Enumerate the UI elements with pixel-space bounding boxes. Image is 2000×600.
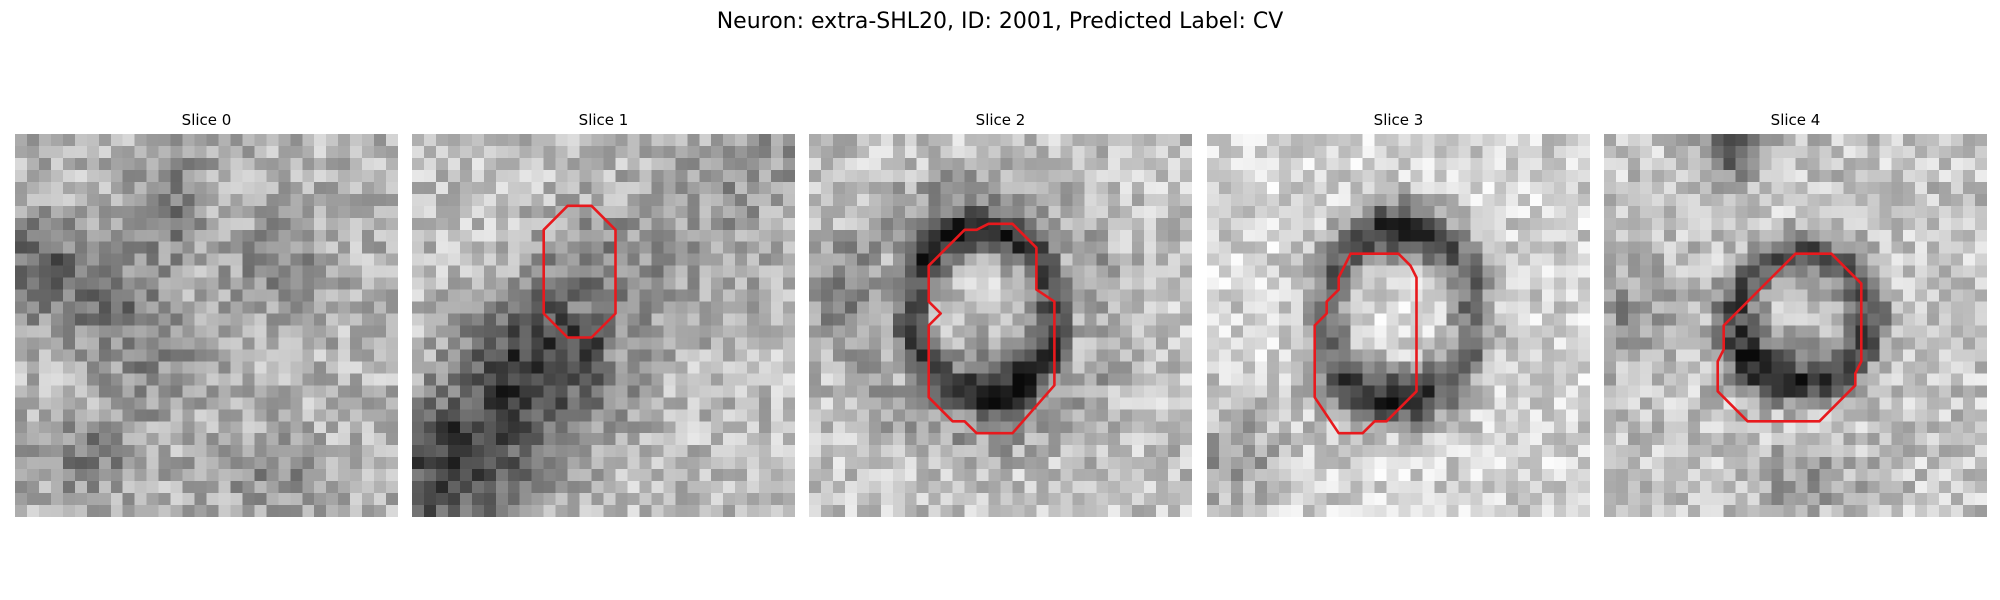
segmentation-contour — [927, 222, 1056, 435]
slice-title: Slice 1 — [578, 111, 629, 129]
segmentation-contour — [1716, 252, 1863, 423]
figure-title: Neuron: extra-SHL20, ID: 2001, Predicted… — [716, 9, 1284, 34]
slice-title: Slice 0 — [181, 111, 232, 129]
segmentation-contour — [542, 204, 617, 339]
slice-image — [15, 134, 398, 517]
slice-image — [412, 134, 795, 517]
slice-image — [1604, 134, 1987, 517]
slice-title: Slice 3 — [1373, 111, 1424, 129]
segmentation-contour — [1313, 252, 1418, 435]
slice-title: Slice 2 — [975, 111, 1026, 129]
slice-image — [809, 134, 1192, 517]
slice-image — [1207, 134, 1590, 517]
slice-title: Slice 4 — [1770, 111, 1821, 129]
